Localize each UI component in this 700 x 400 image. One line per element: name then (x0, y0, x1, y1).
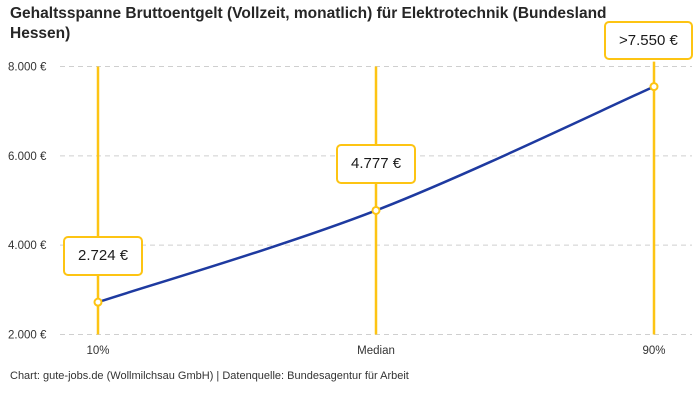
value-label-p10: 2.724 € (63, 236, 144, 276)
chart-title: Gehaltsspanne Bruttoentgelt (Vollzeit, m… (10, 5, 607, 42)
x-tick-label: 90% (642, 345, 665, 357)
chart-footer: Chart: gute-jobs.de (Wollmilchsau GmbH) … (10, 370, 409, 382)
x-tick-label: 10% (86, 345, 109, 357)
y-tick-label: 8.000 € (8, 62, 47, 74)
data-point (649, 82, 659, 92)
x-tick-label: Median (357, 345, 395, 357)
y-tick-label: 2.000 € (8, 330, 47, 342)
value-label-p90: >7.550 € (604, 20, 693, 61)
data-point (93, 297, 103, 307)
y-tick-label: 6.000 € (8, 151, 47, 163)
data-point (371, 205, 381, 215)
value-label-median: 4.777 € (336, 144, 417, 184)
y-tick-label: 4.000 € (8, 240, 47, 252)
